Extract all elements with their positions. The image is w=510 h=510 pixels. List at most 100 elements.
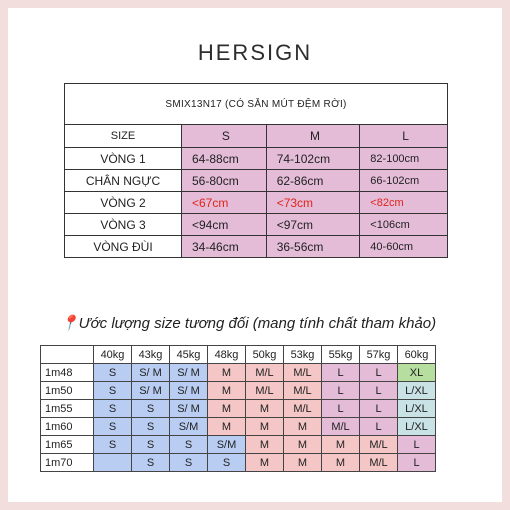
weight-header-row: 40kg 43kg 45kg 48kg 50kg 53kg 55kg 57kg … [40, 345, 436, 364]
size-cell: L [359, 417, 398, 436]
size-cell: M [207, 363, 246, 382]
table-row: 1m60 S S S/M M M M M/L L L/XL [40, 417, 436, 436]
table-row: VÒNG 1 64-88cm 74-102cm 82-100cm [64, 147, 448, 170]
size-cell: M/L [283, 381, 322, 400]
weight-header: 57kg [359, 345, 398, 364]
size-cell [93, 453, 132, 472]
cell-s: 56-80cm [181, 169, 267, 192]
row-label: VÒNG 2 [64, 191, 182, 214]
table-row: VÒNG 2 <67cm <73cm <82cm [64, 191, 448, 214]
size-cell: M [207, 399, 246, 418]
size-cell: M [245, 399, 284, 418]
size-cell: S/ M [131, 381, 170, 400]
table-row: 1m70 S S S M M M M/L L [40, 453, 436, 472]
cell-s: <67cm [181, 191, 267, 214]
weight-header: 45kg [169, 345, 208, 364]
size-cell: S [93, 435, 132, 454]
size-cell: M/L [359, 435, 398, 454]
table-row: CHÂN NGỰC 56-80cm 62-86cm 66-102cm [64, 169, 448, 192]
size-header-row: SIZE S M L [64, 124, 448, 148]
weight-header: 40kg [93, 345, 132, 364]
cell-l: 82-100cm [359, 147, 448, 170]
size-cell: M/L [359, 453, 398, 472]
size-cell: L/XL [397, 417, 436, 436]
size-cell: L [397, 435, 436, 454]
size-cell: L [359, 363, 398, 382]
size-header-label: SIZE [64, 124, 182, 148]
size-cell: M/L [245, 381, 284, 400]
size-cell: M [245, 453, 284, 472]
weight-header: 60kg [397, 345, 436, 364]
cell-m: <73cm [265, 191, 361, 214]
size-cell: S/ M [169, 381, 208, 400]
row-label: VÒNG 3 [64, 213, 182, 236]
size-header-l: L [359, 124, 448, 148]
size-cell: M/L [283, 399, 322, 418]
size-table: SMIX13N17 (CÓ SẴN MÚT ĐỆM RỜI) SIZE S M … [64, 83, 448, 258]
brand-logo: HERSIGN [197, 40, 313, 65]
size-cell: L [321, 363, 360, 382]
size-cell: L/XL [397, 381, 436, 400]
cell-m: 74-102cm [265, 147, 361, 170]
estimate-grid: 40kg 43kg 45kg 48kg 50kg 53kg 55kg 57kg … [40, 345, 436, 472]
table-row: VÒNG 3 <94cm <97cm <106cm [64, 213, 448, 236]
size-cell: M/L [245, 363, 284, 382]
weight-header: 48kg [207, 345, 246, 364]
size-cell: M [321, 435, 360, 454]
cell-m: 62-86cm [265, 169, 361, 192]
weight-header: 50kg [245, 345, 284, 364]
height-label: 1m60 [40, 417, 94, 436]
height-label: 1m55 [40, 399, 94, 418]
row-label: VÒNG ĐÙI [64, 235, 182, 258]
size-cell: M [283, 453, 322, 472]
cell-m: 36-56cm [265, 235, 361, 258]
cell-s: 34-46cm [181, 235, 267, 258]
size-header-m: M [265, 124, 361, 148]
cell-m: <97cm [265, 213, 361, 236]
size-chart-card: HERSIGN SMIX13N17 (CÓ SẴN MÚT ĐỆM RỜI) S… [8, 8, 502, 502]
size-cell: M [283, 435, 322, 454]
estimate-note: 📍Ước lượng size tương đối (mang tính chấ… [60, 315, 437, 332]
cell-s: <94cm [181, 213, 267, 236]
size-cell: S/ M [169, 363, 208, 382]
size-cell: S/M [169, 417, 208, 436]
table-row: 1m48 S S/ M S/ M M M/L M/L L L XL [40, 363, 436, 382]
table-row: 1m65 S S S S/M M M M M/L L [40, 435, 436, 454]
size-cell: M [283, 417, 322, 436]
product-code: SMIX13N17 (CÓ SẴN MÚT ĐỆM RỜI) [64, 83, 448, 125]
size-cell: S [93, 417, 132, 436]
size-cell: S [131, 453, 170, 472]
weight-header: 43kg [131, 345, 170, 364]
size-cell: L [359, 399, 398, 418]
row-label: CHÂN NGỰC [64, 169, 182, 192]
size-cell: M [245, 417, 284, 436]
size-cell: L [397, 453, 436, 472]
size-cell: S [169, 453, 208, 472]
size-cell: M [207, 381, 246, 400]
height-label: 1m65 [40, 435, 94, 454]
size-cell: S [131, 435, 170, 454]
cell-l: 66-102cm [359, 169, 448, 192]
size-cell: M [245, 435, 284, 454]
size-header-s: S [181, 124, 267, 148]
size-cell: S/ M [169, 399, 208, 418]
size-cell: S [207, 453, 246, 472]
height-label: 1m48 [40, 363, 94, 382]
size-cell: S/M [207, 435, 246, 454]
cell-s: 64-88cm [181, 147, 267, 170]
row-label: VÒNG 1 [64, 147, 182, 170]
size-cell: S [131, 399, 170, 418]
size-cell: L [359, 381, 398, 400]
size-cell: S [93, 381, 132, 400]
size-cell: S [93, 363, 132, 382]
size-cell: M/L [321, 417, 360, 436]
cell-l: <82cm [359, 191, 448, 214]
table-row: 1m55 S S S/ M M M M/L L L L/XL [40, 399, 436, 418]
table-row: 1m50 S S/ M S/ M M M/L M/L L L L/XL [40, 381, 436, 400]
size-cell: S [93, 399, 132, 418]
weight-header: 55kg [321, 345, 360, 364]
size-cell: M/L [283, 363, 322, 382]
corner-cell [40, 345, 94, 364]
table-row: VÒNG ĐÙI 34-46cm 36-56cm 40-60cm [64, 235, 448, 258]
size-cell: XL [397, 363, 436, 382]
